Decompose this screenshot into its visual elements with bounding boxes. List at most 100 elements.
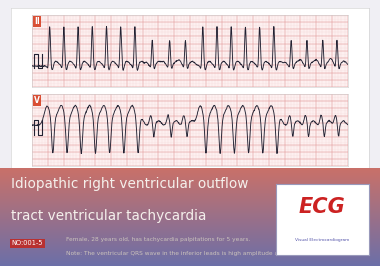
Bar: [0, 177, 380, 178]
Bar: [0, 242, 380, 243]
Bar: [0, 261, 380, 262]
Bar: [0, 173, 380, 174]
Bar: [0, 199, 380, 200]
Bar: [0, 239, 380, 240]
Bar: [0, 188, 380, 189]
Bar: [0, 190, 380, 191]
Bar: [0, 206, 380, 207]
Bar: [0, 170, 380, 171]
Bar: [0, 174, 380, 175]
Bar: [0, 265, 380, 266]
Bar: [0, 256, 380, 257]
Text: Visual Electrocardiogram: Visual Electrocardiogram: [295, 238, 349, 242]
Bar: [0, 237, 380, 238]
Bar: [0, 229, 380, 230]
Bar: [0, 228, 380, 229]
Bar: [0, 260, 380, 261]
Bar: [0, 175, 380, 176]
Bar: [0, 182, 380, 183]
Bar: [0, 244, 380, 245]
Bar: [0, 249, 380, 250]
Bar: [0, 198, 380, 199]
Bar: [0, 217, 380, 218]
Text: tract ventricular tachycardia: tract ventricular tachycardia: [11, 209, 207, 223]
Bar: [0, 241, 380, 242]
Bar: [0, 204, 380, 205]
Bar: [0, 200, 380, 201]
Bar: [0, 243, 380, 244]
Bar: [0, 233, 380, 234]
Bar: [0, 195, 380, 196]
Bar: [0, 240, 380, 241]
Bar: [0, 258, 380, 259]
Text: Note: The ventricular QRS wave in the inferior leads is high amplitude and notch: Note: The ventricular QRS wave in the in…: [66, 251, 364, 256]
Bar: [0, 171, 380, 172]
Bar: [0, 225, 380, 226]
Bar: [0, 227, 380, 228]
Bar: [0, 194, 380, 195]
Bar: [0, 250, 380, 251]
Bar: [0, 213, 380, 214]
Bar: [0, 263, 380, 264]
Text: Female, 28 years old, has tachycardia palpitations for 5 years.: Female, 28 years old, has tachycardia pa…: [66, 238, 251, 242]
Bar: [0, 255, 380, 256]
Bar: [0, 197, 380, 198]
Bar: [0, 264, 380, 265]
Bar: [0, 253, 380, 254]
Bar: [0, 181, 380, 182]
Bar: [0, 220, 380, 221]
Text: Idiopathic right ventricular outflow: Idiopathic right ventricular outflow: [11, 177, 249, 192]
Bar: [0, 208, 380, 209]
Bar: [0, 186, 380, 187]
Bar: [0, 183, 380, 184]
Bar: [0, 212, 380, 213]
Bar: [0, 214, 380, 215]
Bar: [0, 172, 380, 173]
Bar: [0, 262, 380, 263]
Bar: [0, 226, 380, 227]
Bar: [0, 210, 380, 211]
Bar: [0, 221, 380, 222]
Bar: [0, 254, 380, 255]
Bar: [0, 178, 380, 179]
Bar: [0, 223, 380, 224]
Bar: [0, 169, 380, 170]
Text: II: II: [34, 17, 40, 26]
Bar: [0, 238, 380, 239]
Bar: [0, 203, 380, 204]
Bar: [0, 205, 380, 206]
Bar: [0, 201, 380, 202]
Text: NO:001-5: NO:001-5: [11, 240, 43, 246]
Bar: [0, 236, 380, 237]
Bar: [0, 235, 380, 236]
Bar: [0, 191, 380, 192]
Text: ECG: ECG: [299, 197, 345, 217]
Bar: [0, 184, 380, 185]
Bar: [0, 218, 380, 219]
Bar: [0, 192, 380, 193]
Bar: [0, 246, 380, 247]
Bar: [0, 187, 380, 188]
Bar: [0, 180, 380, 181]
Bar: [0, 245, 380, 246]
Bar: [0, 209, 380, 210]
Bar: [0, 193, 380, 194]
Bar: [0, 234, 380, 235]
Bar: [0, 207, 380, 208]
Bar: [0, 196, 380, 197]
Bar: [0, 216, 380, 217]
Bar: [0, 179, 380, 180]
Bar: [0, 211, 380, 212]
Bar: [0, 248, 380, 249]
Bar: [0, 215, 380, 216]
Bar: [0, 202, 380, 203]
Bar: [0, 230, 380, 231]
Bar: [0, 257, 380, 258]
Bar: [0, 185, 380, 186]
Bar: [0, 176, 380, 177]
Bar: [0, 252, 380, 253]
Bar: [0, 247, 380, 248]
Bar: [0, 251, 380, 252]
Bar: [0, 219, 380, 220]
Bar: [0, 189, 380, 190]
